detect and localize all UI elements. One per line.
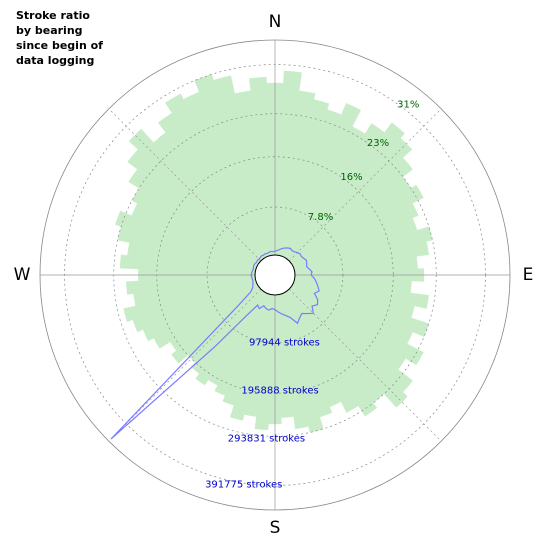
- y-tick-label: 23%: [367, 138, 389, 149]
- title-line: Stroke ratio: [16, 9, 90, 22]
- title-line: data logging: [16, 54, 94, 67]
- y2-tick-label: 97944 strokes: [249, 337, 320, 348]
- radial-line: [288, 108, 442, 262]
- center-hole: [254, 254, 296, 296]
- direction-label: E: [523, 265, 534, 285]
- direction-label: W: [14, 265, 31, 285]
- radial-line: [288, 288, 442, 442]
- radial-line: [108, 288, 262, 442]
- grid-circle: [113, 113, 437, 437]
- y2-tick-label: 293831 strokes: [228, 434, 305, 445]
- y2-tick-label: 391775 strokes: [205, 479, 282, 490]
- direction-label: S: [270, 518, 281, 538]
- y-tick-label: 16%: [340, 172, 362, 183]
- stroke-line: [110, 247, 320, 440]
- y-tick-label: 31%: [397, 99, 419, 110]
- chart-title: Stroke ratio by bearing since begin of d…: [16, 9, 103, 67]
- direction-label: N: [269, 12, 282, 32]
- grid-circle: [156, 156, 394, 394]
- grid-circle: [64, 64, 486, 486]
- title-line: by bearing: [16, 24, 83, 37]
- outer-ring: [39, 39, 511, 511]
- grid-circle: [206, 206, 344, 344]
- radial-line: [108, 108, 262, 262]
- title-line: since begin of: [16, 39, 103, 52]
- y2-tick-label: 195888 strokes: [241, 386, 318, 397]
- y-tick-label: 7.8%: [308, 212, 333, 223]
